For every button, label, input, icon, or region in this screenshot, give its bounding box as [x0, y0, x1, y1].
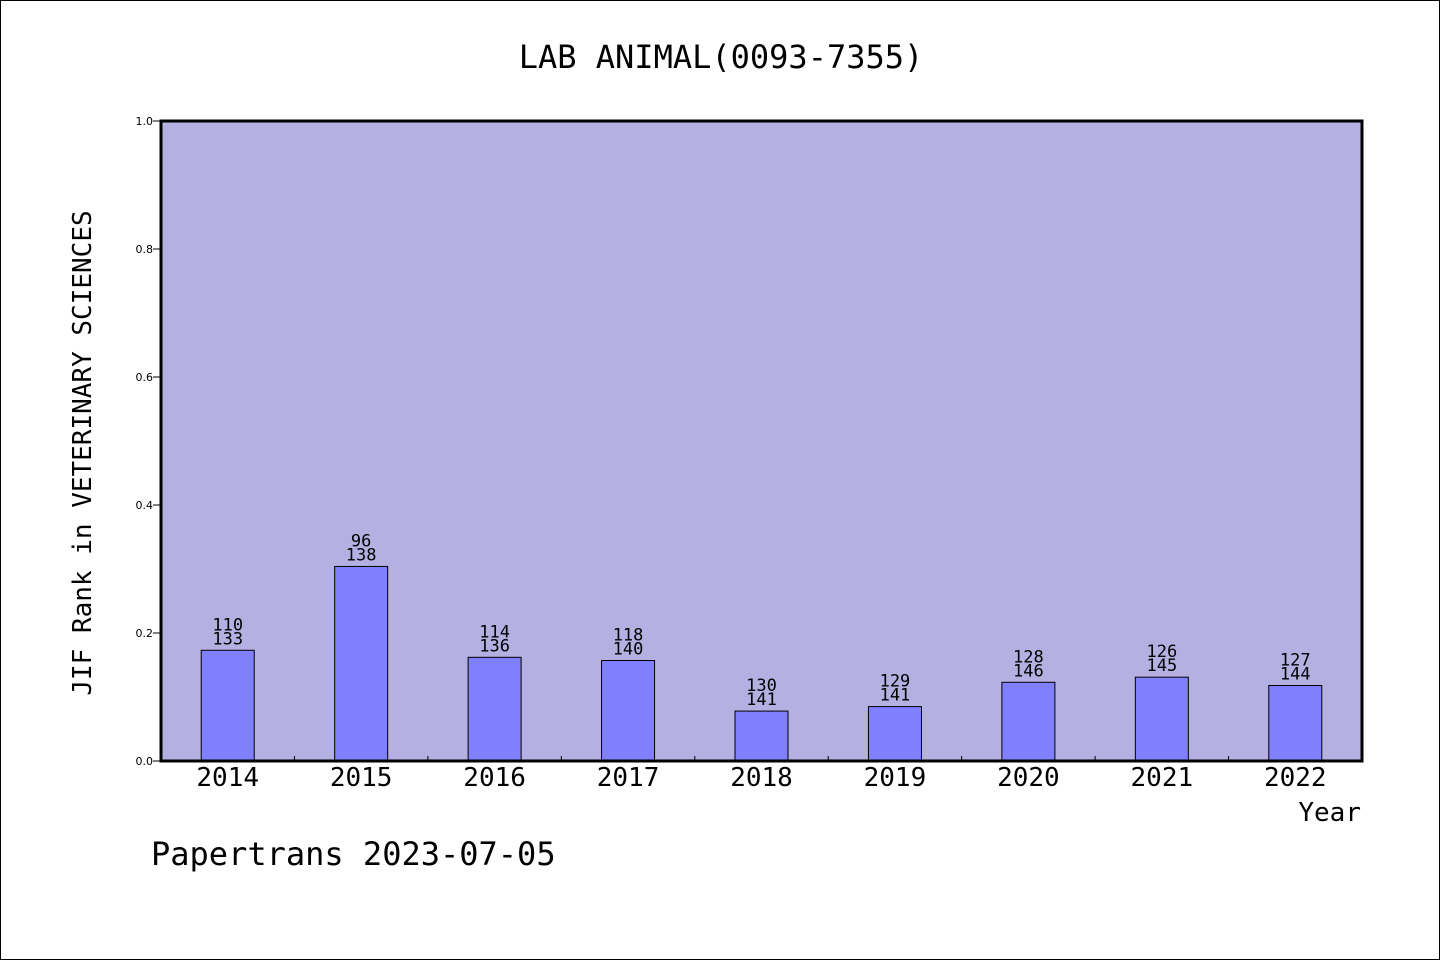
y-tick-label: 1.0 [136, 115, 154, 128]
x-tick-label-2022: 2022 [1264, 763, 1327, 793]
x-tick-label-2017: 2017 [597, 763, 660, 793]
bar-2014 [200, 649, 255, 762]
bar-total-label-2017: 140 [613, 640, 644, 660]
bar-2015 [334, 565, 389, 762]
bar-total-label-2019: 141 [880, 686, 911, 706]
y-tick-label: 0.0 [136, 755, 154, 768]
bar-rank-label-2015: 96 [351, 531, 371, 551]
bar-total-label-2021: 145 [1146, 656, 1177, 676]
watermark-text: Papertrans 2023-07-05 [151, 835, 556, 873]
y-axis-label: JIF Rank in VETERINARY SCIENCES [68, 210, 98, 695]
x-tick-label-2015: 2015 [330, 763, 393, 793]
bar-rank-label-2017: 118 [613, 626, 644, 646]
x-axis: 2014 2015 2016 2017 2018 2019 2020 2021 2022 [196, 756, 1327, 793]
bar-2021 [1134, 676, 1189, 762]
bar-2022 [1268, 684, 1323, 762]
x-tick-label-2021: 2021 [1131, 763, 1194, 793]
bar-rank-label-2019: 129 [880, 672, 911, 692]
bar-rank-label-2014: 110 [212, 615, 243, 635]
x-tick-label-2016: 2016 [463, 763, 526, 793]
x-axis-label: Year [1298, 798, 1361, 828]
y-tick-label: 0.4 [136, 499, 154, 512]
bar-rank-label-2020: 128 [1013, 647, 1044, 667]
plot-border [159, 119, 1364, 763]
bar-rank-label-2018: 130 [746, 676, 777, 696]
x-tick-label-2020: 2020 [997, 763, 1060, 793]
y-tick-label: 0.2 [136, 627, 154, 640]
bar-2019 [867, 706, 922, 762]
bar-2020 [1001, 681, 1056, 762]
y-axis: 0.0 0.2 0.4 0.6 0.8 1.0 [136, 115, 161, 768]
bar-2018 [734, 710, 789, 762]
bar-rank-label-2016: 114 [479, 622, 510, 642]
x-tick-label-2019: 2019 [864, 763, 927, 793]
bar-total-label-2014: 133 [212, 629, 243, 649]
bar-total-label-2018: 141 [746, 690, 777, 710]
bar-total-label-2015: 138 [346, 545, 377, 565]
bar-total-label-2016: 136 [479, 636, 510, 656]
x-tick-label-2014: 2014 [196, 763, 259, 793]
y-tick-label: 0.6 [136, 371, 154, 384]
bar-labels-layer: 1101339613811413611814013014112914112814… [212, 531, 1310, 710]
bar-2016 [467, 656, 522, 762]
bars-layer [200, 565, 1323, 762]
x-tick-label-2018: 2018 [730, 763, 793, 793]
bar-rank-label-2021: 126 [1146, 642, 1177, 662]
y-tick-label: 0.8 [136, 243, 154, 256]
bar-rank-label-2022: 127 [1280, 650, 1311, 670]
chart-title: LAB ANIMAL(0093-7355) [519, 38, 924, 76]
bar-total-label-2020: 146 [1013, 661, 1044, 681]
bar-total-label-2022: 144 [1280, 664, 1311, 684]
bar-2017 [601, 660, 656, 762]
